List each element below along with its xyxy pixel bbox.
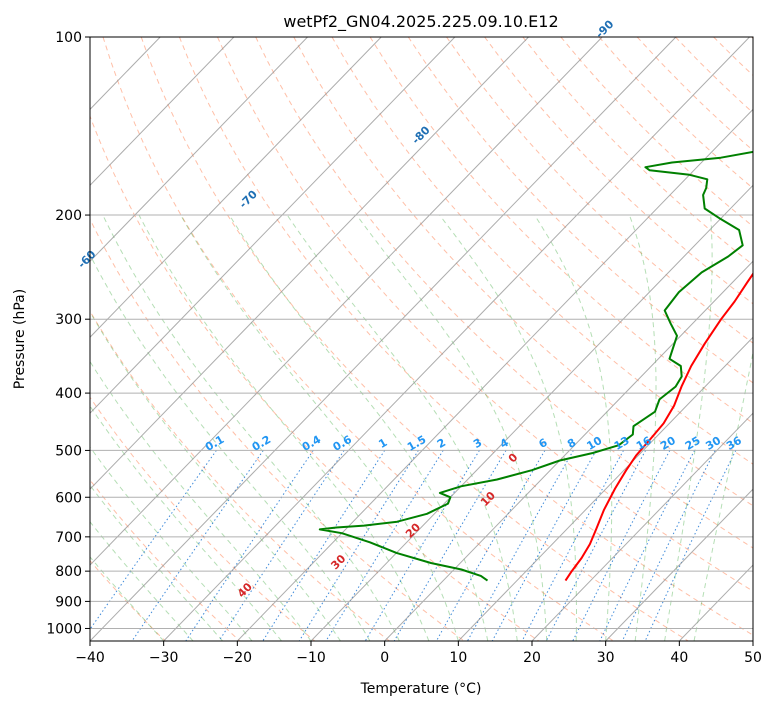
y-tick-label: 800 [55,564,82,580]
y-axis-label: Pressure (hPa) [12,289,28,389]
y-tick-label: 500 [55,443,82,459]
x-tick-label: 0 [380,650,389,666]
x-tick-label: −10 [296,650,326,666]
y-tick-label: 900 [55,594,82,610]
y-tick-label: 1000 [46,621,82,637]
x-tick-label: 40 [670,650,688,666]
y-tick-label: 400 [55,386,82,402]
x-axis: −40 −30 −20 −10 0 10 20 30 40 50 [75,641,762,666]
y-tick-label: 100 [55,30,82,46]
y-axis: 100 200 300 400 500 600 700 800 900 1000 [46,30,90,637]
x-axis-label: Temperature (°C) [360,681,482,697]
x-tick-label: −40 [75,650,105,666]
y-tick-label: 300 [55,312,82,328]
x-tick-label: −30 [149,650,179,666]
y-tick-label: 200 [55,208,82,224]
x-tick-label: 20 [523,650,541,666]
x-tick-label: 10 [449,650,467,666]
chart-title: wetPf2_GN04.2025.225.09.10.E12 [283,12,558,32]
y-tick-label: 700 [55,530,82,546]
x-tick-label: −20 [223,650,253,666]
dry-adiabat-line [752,37,775,641]
isotherm-line [0,37,13,641]
x-tick-label: 50 [744,650,762,666]
x-tick-label: 30 [597,650,615,666]
y-tick-label: 600 [55,490,82,506]
isotherm-line [753,37,775,641]
